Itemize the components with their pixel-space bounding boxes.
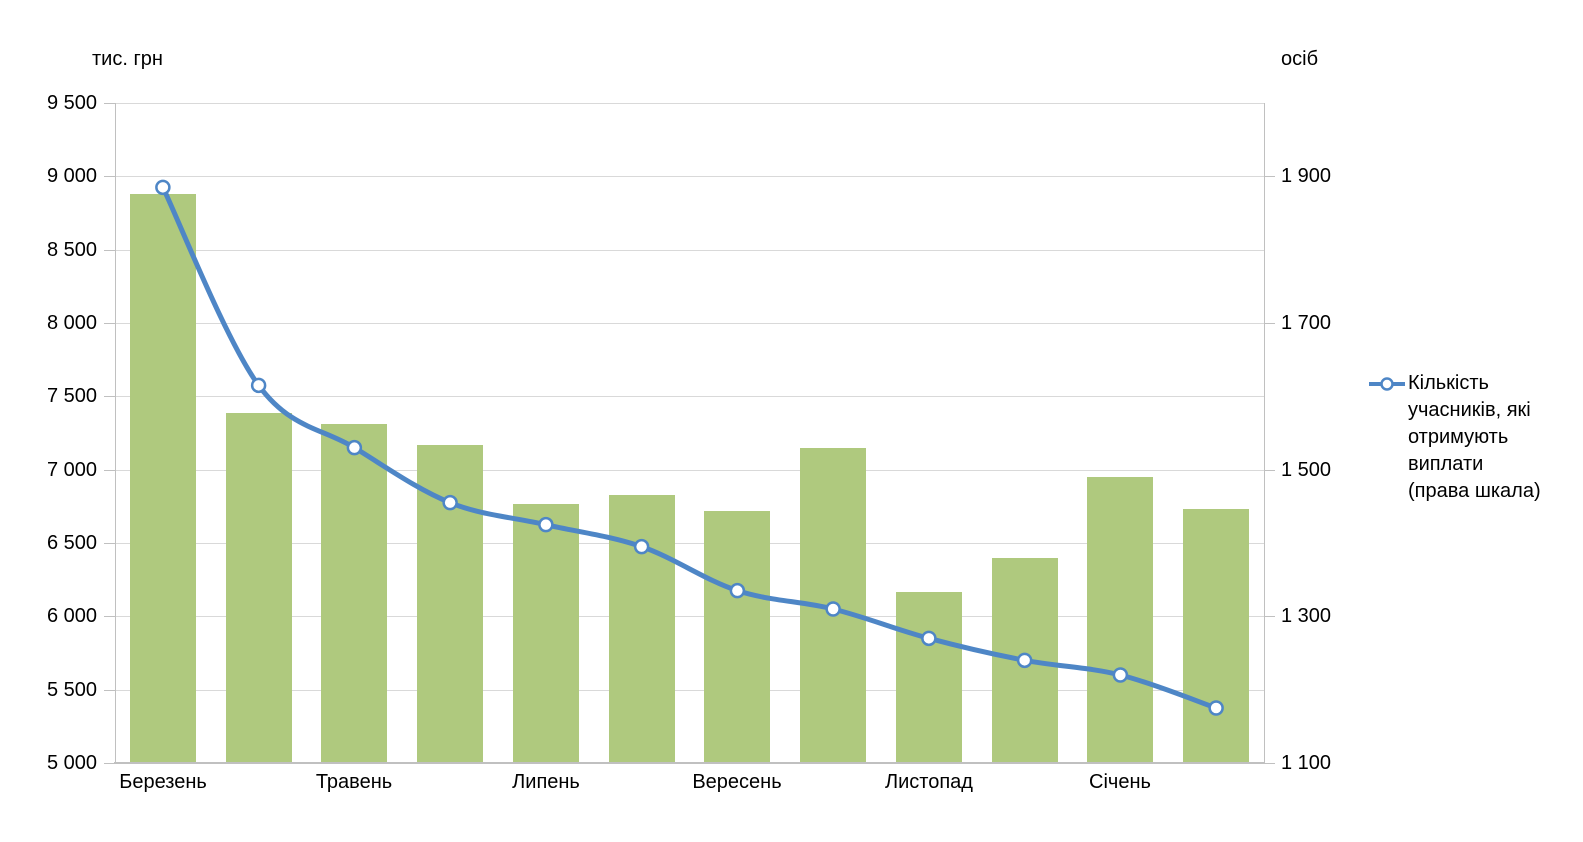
right-axis-tick-label: 1 100 [1281, 752, 1332, 774]
gridline [115, 690, 1264, 691]
bar [226, 413, 292, 763]
left-axis-tick-label: 8 500 [46, 239, 97, 261]
x-axis-label: Травень [315, 771, 393, 793]
left-axis-tick [104, 470, 115, 471]
x-axis-label: Березень [119, 771, 207, 793]
line-marker [1016, 652, 1033, 669]
gridline [115, 103, 1264, 104]
left-axis-tick [104, 763, 115, 764]
left-axis-tick-label: 9 500 [46, 92, 97, 114]
left-axis-tick-label: 7 500 [46, 385, 97, 407]
gridline [115, 396, 1264, 397]
line-marker [729, 582, 746, 599]
line-marker [1208, 700, 1224, 716]
legend-label-line: виплати [1408, 453, 1484, 475]
legend-line-marker-icon [1369, 377, 1405, 391]
gridline [115, 470, 1264, 471]
line-marker [921, 630, 937, 647]
bar [513, 504, 579, 763]
line-marker [250, 377, 267, 394]
line-path [160, 184, 1219, 711]
gridline [115, 616, 1264, 617]
x-axis-label: Вересень [692, 771, 782, 793]
line-marker [346, 439, 363, 456]
gridline [115, 543, 1264, 544]
right-axis-tick [1264, 470, 1275, 471]
bar [896, 592, 962, 763]
left-axis-tick [104, 250, 115, 251]
x-axis-label: Січень [1089, 771, 1151, 793]
legend-label-line: отримують [1408, 426, 1509, 448]
left-axis-title: тис. грн [92, 48, 163, 70]
left-axis-tick [104, 103, 115, 104]
left-axis-tick-label: 8 000 [46, 312, 97, 334]
right-axis-tick-label: 1 700 [1281, 312, 1332, 334]
right-axis-tick [1264, 616, 1275, 617]
left-axis-spine [115, 103, 116, 763]
legend-label-line: учасників, які [1408, 399, 1531, 421]
right-axis-spine [1264, 103, 1265, 763]
left-axis-tick-label: 6 500 [46, 532, 97, 554]
x-axis-line [114, 762, 1265, 764]
left-axis-tick-label: 5 000 [46, 752, 97, 774]
left-axis-tick [104, 616, 115, 617]
line-marker [155, 179, 171, 196]
bar [1087, 477, 1153, 763]
line-series [155, 179, 1224, 716]
left-axis-tick-label: 6 000 [46, 605, 97, 627]
legend-label: Кількість учасників, які отримують виплати (… [1408, 370, 1541, 505]
bar [1183, 509, 1249, 763]
line-marker [442, 494, 458, 511]
gridline [115, 176, 1264, 177]
bar [321, 424, 387, 763]
right-axis-tick [1264, 763, 1275, 764]
right-axis-tick [1264, 176, 1275, 177]
gridline [115, 250, 1264, 251]
left-axis-tick [104, 543, 115, 544]
line-marker [633, 538, 650, 555]
line-marker [538, 516, 554, 533]
left-axis-tick-label: 9 000 [46, 165, 97, 187]
left-axis-tick-label: 5 500 [46, 679, 97, 701]
legend: Кількість учасників, які отримують виплати (… [1368, 370, 1541, 505]
line-marker [1112, 667, 1129, 683]
left-axis-tick [104, 323, 115, 324]
right-axis-tick-label: 1 300 [1281, 605, 1332, 627]
left-axis-tick-label: 7 000 [46, 459, 97, 481]
x-axis-label: Липень [512, 771, 580, 793]
left-axis-tick [104, 396, 115, 397]
bar [130, 194, 196, 763]
right-axis-tick [1264, 323, 1275, 324]
legend-label-line: Кількість [1408, 372, 1489, 394]
left-axis-tick [104, 176, 115, 177]
gridline [115, 323, 1264, 324]
right-axis-tick-label: 1 900 [1281, 165, 1332, 187]
legend-label-line: (права шкала) [1408, 480, 1541, 502]
x-axis-label: Листопад [885, 771, 973, 793]
right-axis-title: осіб [1281, 48, 1319, 70]
bar [704, 511, 770, 763]
left-axis-tick [104, 690, 115, 691]
line-marker [825, 601, 841, 617]
right-axis-tick-label: 1 500 [1281, 459, 1332, 481]
